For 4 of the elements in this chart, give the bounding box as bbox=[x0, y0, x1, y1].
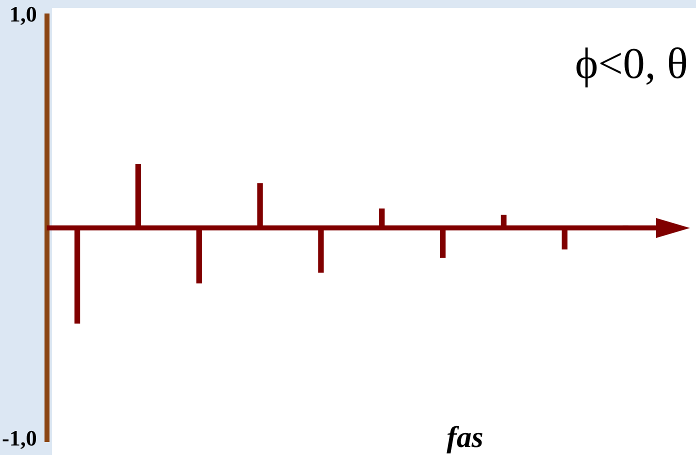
x-axis-title: fas bbox=[446, 421, 484, 454]
annotation: ϕ<0, θ bbox=[574, 39, 688, 88]
y-tick-label: 1,0 bbox=[9, 2, 37, 27]
y-tick-label: -1,0 bbox=[2, 425, 37, 450]
